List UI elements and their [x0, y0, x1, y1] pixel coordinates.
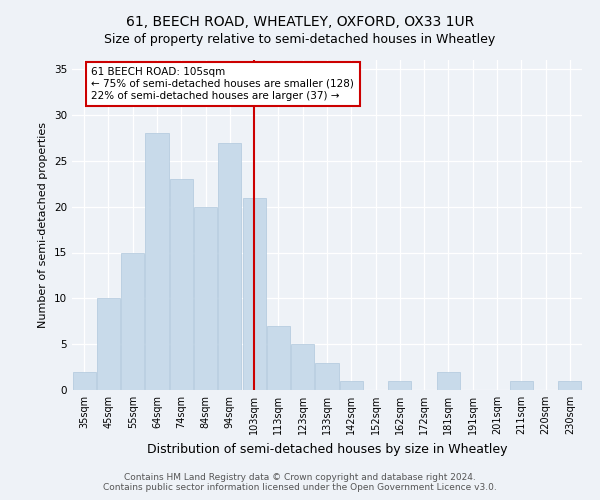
Bar [559, 381, 581, 390]
Text: 61 BEECH ROAD: 105sqm
← 75% of semi-detached houses are smaller (128)
22% of sem: 61 BEECH ROAD: 105sqm ← 75% of semi-deta… [91, 68, 355, 100]
Bar [291, 344, 314, 390]
Text: Contains HM Land Registry data © Crown copyright and database right 2024.
Contai: Contains HM Land Registry data © Crown c… [103, 473, 497, 492]
Bar [510, 381, 533, 390]
Bar [316, 362, 338, 390]
Bar [437, 372, 460, 390]
Bar [97, 298, 120, 390]
Text: Size of property relative to semi-detached houses in Wheatley: Size of property relative to semi-detach… [104, 32, 496, 46]
Bar [194, 206, 217, 390]
Bar [388, 381, 412, 390]
Bar [242, 198, 266, 390]
Bar [73, 372, 95, 390]
Bar [218, 142, 241, 390]
Bar [121, 252, 144, 390]
Bar [267, 326, 290, 390]
Bar [170, 179, 193, 390]
Bar [145, 134, 169, 390]
Y-axis label: Number of semi-detached properties: Number of semi-detached properties [38, 122, 49, 328]
Bar [340, 381, 363, 390]
X-axis label: Distribution of semi-detached houses by size in Wheatley: Distribution of semi-detached houses by … [147, 442, 507, 456]
Text: 61, BEECH ROAD, WHEATLEY, OXFORD, OX33 1UR: 61, BEECH ROAD, WHEATLEY, OXFORD, OX33 1… [126, 15, 474, 29]
